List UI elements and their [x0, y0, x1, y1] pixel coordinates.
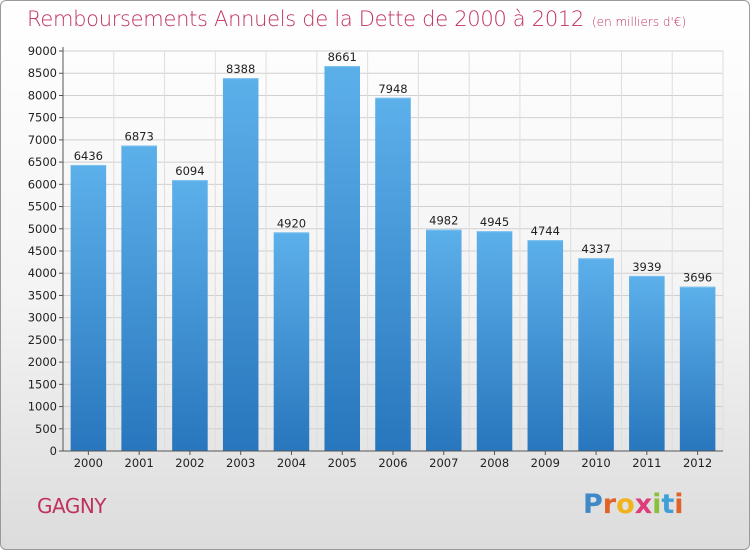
x-tick-label: 2000	[74, 456, 103, 470]
y-tick-label: 5000	[28, 222, 57, 236]
x-tick-label: 2003	[226, 456, 255, 470]
x-tick-label: 2010	[581, 456, 610, 470]
bar-value-label: 7948	[378, 82, 407, 96]
logo-letter: P	[583, 489, 603, 520]
y-tick-label: 4500	[28, 244, 57, 258]
x-tick-label: 2001	[125, 456, 154, 470]
bar-value-label: 8661	[328, 50, 357, 64]
bar	[273, 232, 310, 451]
x-tick-label: 2012	[683, 456, 712, 470]
bar	[375, 97, 411, 451]
bar	[629, 275, 665, 451]
x-tick-label: 2008	[480, 456, 509, 470]
y-tick-label: 8500	[28, 66, 57, 80]
bar-value-label: 4982	[429, 214, 458, 228]
chart-subtitle: (en milliers d'€)	[592, 15, 687, 29]
x-tick-label: 2004	[277, 456, 306, 470]
y-tick-label: 1500	[28, 377, 57, 391]
y-tick-label: 3500	[28, 288, 57, 302]
y-tick-label: 9000	[28, 44, 57, 58]
bar-value-label: 4945	[480, 215, 509, 229]
x-tick-label: 2011	[632, 456, 661, 470]
y-tick-label: 0	[50, 444, 57, 458]
y-tick-label: 4000	[28, 266, 57, 280]
y-tick-label: 7000	[28, 133, 57, 147]
y-tick-label: 2000	[28, 355, 57, 369]
chart-title: Remboursements Annuels de la Dette de 20…	[27, 7, 584, 31]
logo-letter: i	[674, 489, 684, 520]
logo-letter: t	[661, 489, 675, 520]
logo-letter: i	[652, 489, 662, 520]
bar-value-label: 4337	[581, 242, 610, 256]
x-tick-label: 2007	[429, 456, 458, 470]
y-tick-label: 6500	[28, 155, 57, 169]
bar-value-label: 4920	[277, 216, 306, 230]
bar	[222, 78, 259, 451]
bar-value-label: 3939	[632, 260, 661, 274]
bar	[578, 258, 614, 451]
logo-letter: x	[634, 489, 653, 520]
bar-value-label: 6873	[125, 130, 154, 144]
logo-letter: o	[616, 489, 635, 520]
bar-value-label: 4744	[531, 224, 560, 238]
y-tick-label: 1000	[28, 400, 57, 414]
y-tick-label: 2500	[28, 333, 57, 347]
bar	[476, 231, 513, 451]
y-tick-label: 5500	[28, 200, 57, 214]
chart-title-block: Remboursements Annuels de la Dette de 20…	[27, 7, 686, 31]
proxiti-logo: Proxiti	[583, 489, 684, 520]
x-tick-label: 2009	[531, 456, 560, 470]
x-tick-label: 2002	[175, 456, 204, 470]
logo-letter: r	[602, 489, 617, 520]
bar	[70, 164, 107, 451]
bar	[527, 240, 564, 451]
bar-value-label: 6094	[175, 164, 204, 178]
x-tick-label: 2005	[328, 456, 357, 470]
bar	[172, 180, 208, 451]
bar-value-label: 8388	[226, 62, 255, 76]
x-tick-label: 2006	[378, 456, 407, 470]
bar	[324, 66, 360, 452]
y-tick-label: 3000	[28, 311, 57, 325]
bar	[426, 229, 462, 451]
y-tick-label: 6000	[28, 177, 57, 191]
bar	[121, 145, 157, 452]
y-tick-label: 8000	[28, 88, 57, 102]
bar	[679, 286, 716, 451]
city-name: GAGNY	[37, 494, 107, 518]
y-tick-label: 7500	[28, 111, 57, 125]
y-tick-label: 500	[35, 422, 57, 436]
bar-value-label: 3696	[683, 271, 712, 285]
bar-value-label: 6436	[74, 149, 103, 163]
